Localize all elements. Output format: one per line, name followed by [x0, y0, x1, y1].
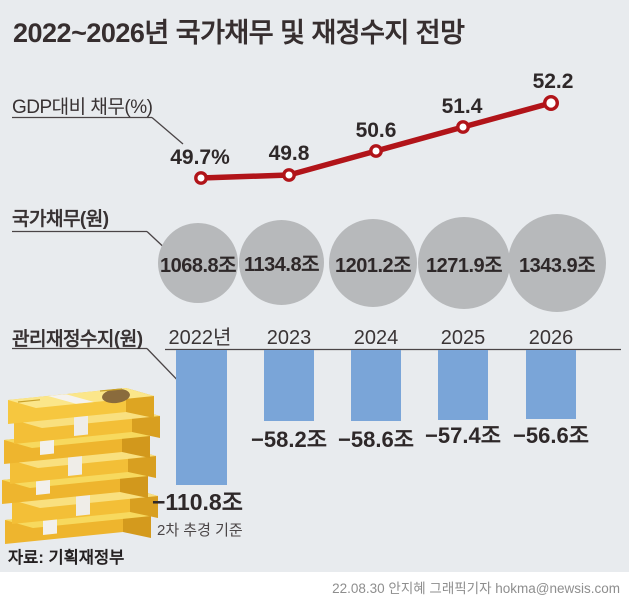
fiscal-bar-2023	[264, 350, 314, 421]
data-source: 자료: 기획재정부	[8, 549, 125, 567]
fiscal-value-2023: −58.2조	[251, 427, 327, 452]
national-debt-bubble-2026: 1343.9조	[508, 214, 606, 312]
debt-ratio-label: GDP대비 채무(%)	[12, 97, 153, 118]
revision-note: 2차 추경 기준	[157, 522, 243, 539]
fiscal-value-2022: −110.8조	[152, 489, 243, 515]
national-debt-bubble-2023: 1134.8조	[239, 220, 324, 305]
fiscal-balance-label: 관리재정수지(원)	[12, 329, 143, 350]
byline-credit: 22.08.30 안지혜 그래픽기자 hokma@newsis.com	[332, 581, 620, 596]
fiscal-bar-2024	[351, 350, 401, 421]
fiscal-bar-2022	[176, 350, 227, 485]
year-label-2022: 2022년	[168, 327, 232, 349]
page-title: 2022~2026년 국가채무 및 재정수지 전망	[13, 18, 465, 48]
debt-ratio-value-2024: 50.6	[355, 119, 397, 142]
national-debt-bubble-2025: 1271.9조	[418, 217, 510, 309]
year-label-2026: 2026	[528, 327, 574, 349]
year-label-2025: 2025	[440, 327, 486, 349]
national-debt-bubble-2024: 1201.2조	[329, 219, 417, 307]
debt-ratio-value-2022: 49.7%	[170, 146, 230, 169]
fiscal-bar-2025	[438, 350, 488, 420]
year-label-2024: 2024	[353, 327, 399, 349]
fiscal-value-2026: −56.6조	[513, 423, 589, 448]
debt-ratio-value-2023: 49.8	[268, 142, 310, 165]
national-debt-bubble-2022: 1068.8조	[158, 223, 238, 303]
national-debt-label: 국가채무(원)	[12, 209, 109, 230]
debt-ratio-value-2026: 52.2	[532, 70, 574, 93]
debt-ratio-value-2025: 51.4	[441, 95, 483, 118]
fiscal-value-2024: −58.6조	[338, 427, 414, 452]
fiscal-bar-2026	[526, 350, 576, 419]
year-label-2023: 2023	[266, 327, 312, 349]
fiscal-value-2025: −57.4조	[425, 423, 501, 448]
